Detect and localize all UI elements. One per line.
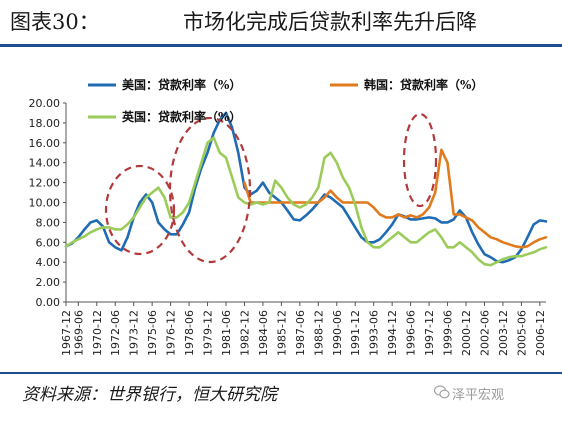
x-tick-label: 1987-06 [294, 310, 307, 356]
series-line-0 [64, 111, 548, 264]
x-tick-label: 1985-12 [275, 310, 288, 356]
legend-label-0: 美国：贷款利率（%） [122, 77, 241, 92]
y-tick-label: 16.00 [29, 137, 61, 150]
x-tick-label: 1984-06 [257, 310, 270, 356]
annotations-layer [104, 112, 438, 264]
y-tick-label: 0.00 [36, 296, 61, 309]
x-tick-label: 1982-12 [238, 310, 251, 356]
x-tick-label: 1994-12 [386, 310, 399, 356]
y-tick-label: 18.00 [29, 117, 61, 130]
x-tick-label: 1999-06 [442, 310, 455, 356]
x-tick-label: 2003-12 [497, 310, 510, 356]
y-tick-label: 2.00 [36, 276, 61, 289]
source-note: 资料来源：世界银行，恒大研究院 [22, 385, 277, 405]
x-tick-label: 1981-06 [220, 310, 233, 356]
x-tick-label: 1988-12 [312, 310, 325, 356]
axes: 0.00 2.00 4.00 6.00 8.00 10.00 12.00 14.00 16.00… [29, 97, 547, 356]
x-tick-label: 1997-12 [423, 310, 436, 356]
x-tick-label: 1972-06 [109, 310, 122, 356]
line-chart: 0.00 2.00 4.00 6.00 8.00 10.00 12.00 14.00 16.00… [29, 77, 548, 356]
figure-label: 图表30： [10, 10, 100, 34]
series-layer [64, 111, 548, 267]
x-tick-label: 2002-06 [478, 310, 491, 356]
series-line-1 [243, 148, 548, 249]
x-tick-label: 2005-06 [515, 310, 528, 356]
watermark-text: 泽平宏观 [452, 388, 505, 403]
x-tick-label: 1970-12 [91, 310, 104, 356]
y-tick-label: 8.00 [36, 216, 61, 229]
x-tick-label: 1969-06 [72, 310, 85, 356]
series-line-2 [64, 136, 548, 267]
x-tick-label: 1975-06 [146, 310, 159, 356]
y-tick-label: 6.00 [36, 236, 61, 249]
x-tick-label: 2006-12 [534, 310, 547, 356]
bottom-divider [0, 372, 562, 374]
x-tick-label: 1979-12 [202, 310, 215, 356]
x-tick-label: 1967-12 [60, 310, 73, 356]
legend: 美国：贷款利率（%） 韩国：贷款利率（%） 英国：贷款利率（%） [88, 77, 483, 124]
legend-label-1: 韩国：贷款利率（%） [364, 77, 483, 92]
x-tick-label: 2000-12 [460, 310, 473, 356]
y-tick-label: 12.00 [29, 177, 61, 190]
x-tick-label: 1973-12 [128, 310, 141, 356]
y-tick-label: 4.00 [36, 256, 61, 269]
y-tick-label: 10.00 [29, 197, 61, 210]
chart-title: 市场化完成后贷款利率先升后降 [183, 10, 477, 34]
x-tick-label: 1993-06 [368, 310, 381, 356]
x-tick-label: 1991-12 [349, 310, 362, 356]
y-tick-label: 14.00 [29, 157, 61, 170]
title-bar: 图表30： 市场化完成后贷款利率先升后降 [0, 0, 562, 44]
annotation-ellipse-0 [104, 164, 176, 256]
annotation-ellipse-1 [168, 116, 252, 264]
annotation-ellipse-2 [402, 112, 438, 208]
x-tick-label: 1976-12 [165, 310, 178, 356]
wechat-icon [434, 385, 450, 399]
x-tick-label: 1990-06 [331, 310, 344, 356]
y-tick-label: 20.00 [29, 97, 61, 110]
x-tick-label: 1996-06 [405, 310, 418, 356]
x-tick-label: 1978-06 [183, 310, 196, 356]
legend-label-2: 英国：贷款利率（%） [122, 109, 241, 124]
top-divider [0, 44, 562, 47]
